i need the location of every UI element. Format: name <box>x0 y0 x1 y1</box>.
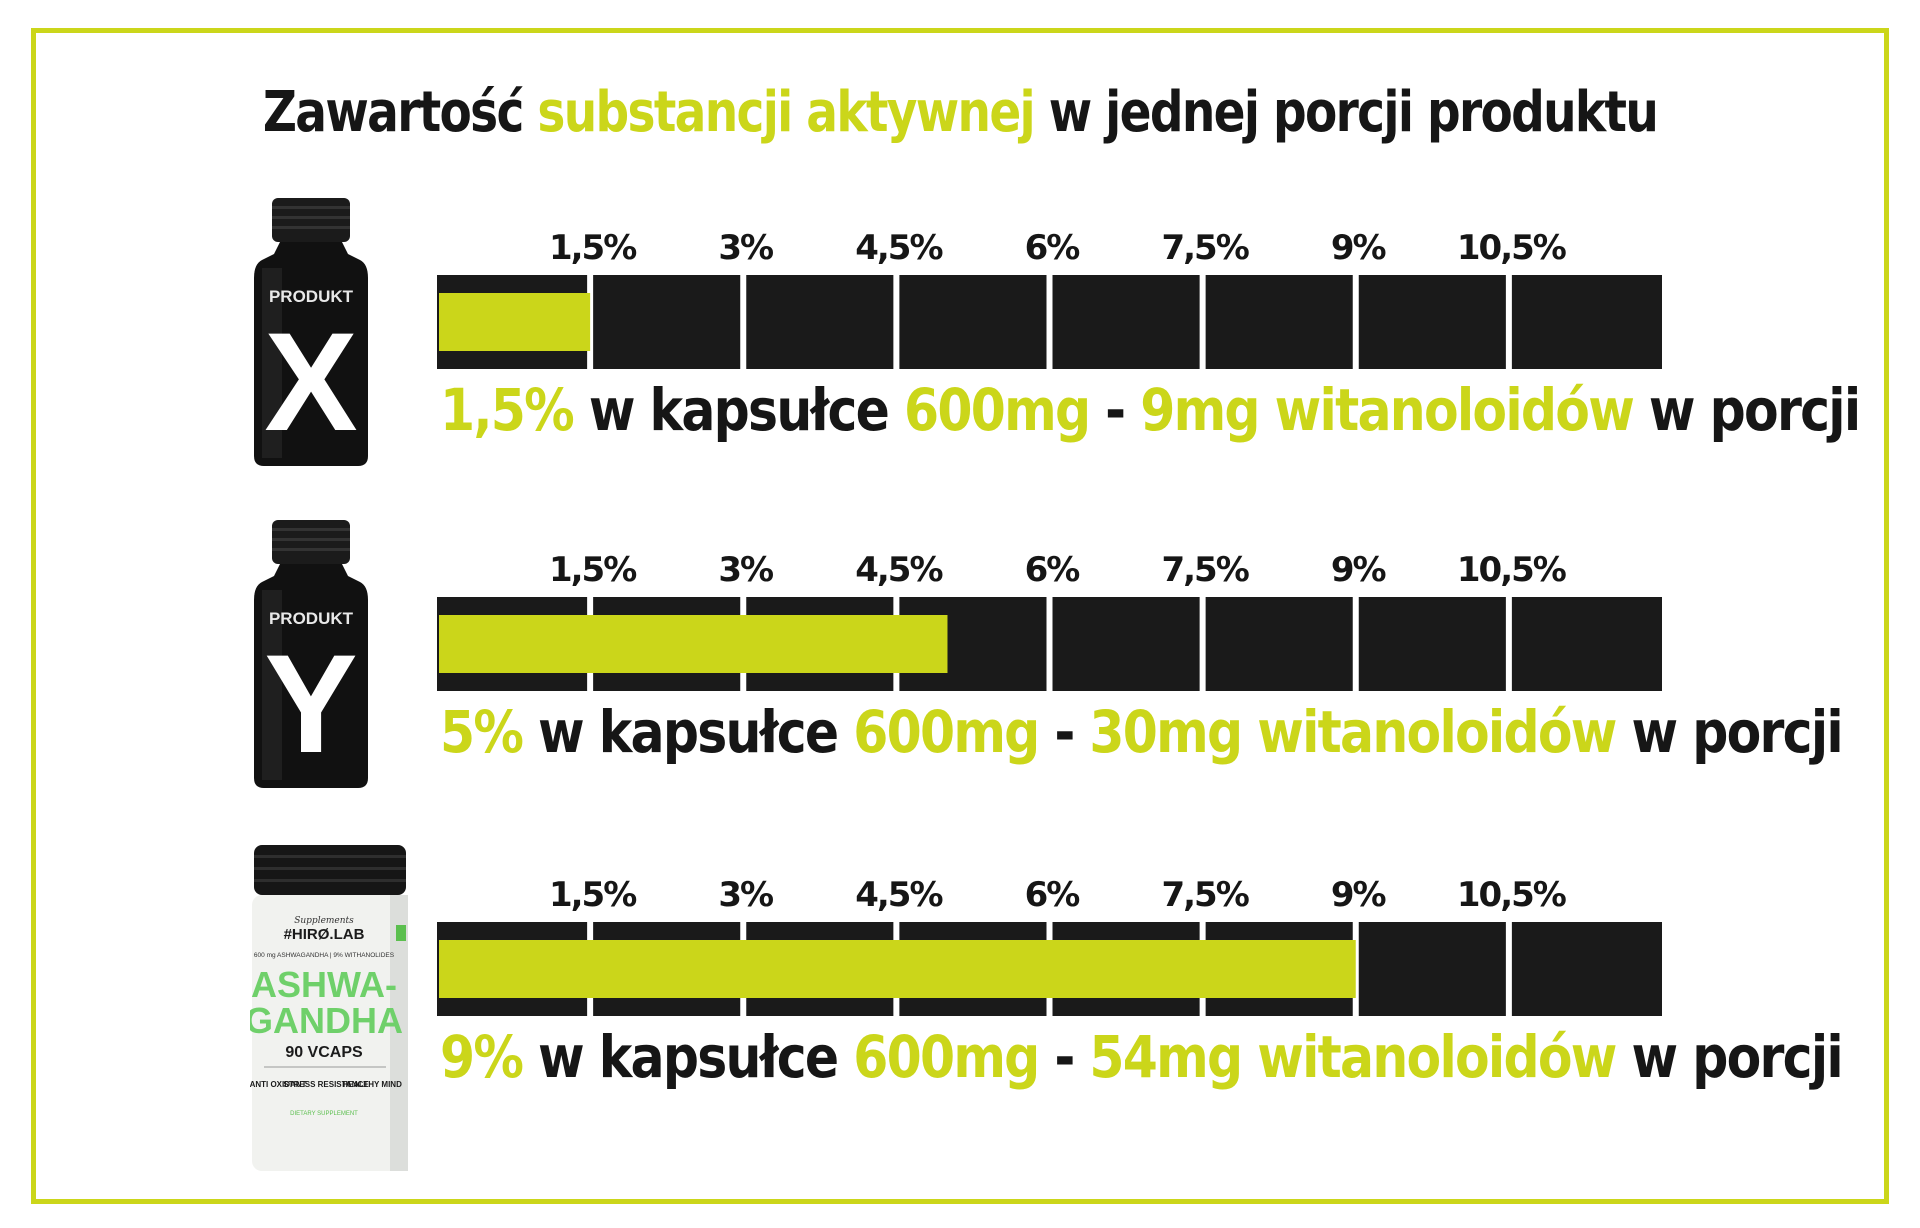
tick-label: 6% <box>1024 228 1081 268</box>
tick-label: 1,5% <box>548 228 637 268</box>
bottle-ashwagandha-image: Supplements #HIRØ.LAB 600 mg ASHWAGANDHA… <box>250 845 408 1171</box>
caption-percent: 1,5% <box>440 376 575 444</box>
tick-label: 1,5% <box>548 875 637 915</box>
bottle-sub: 600 mg ASHWAGANDHA | 9% WITHANOLIDES <box>254 952 395 959</box>
bottle-footer: DIETARY SUPPLEMENT <box>290 1111 358 1117</box>
tick-label: 4,5% <box>855 228 943 268</box>
bar-divider <box>1505 275 1512 369</box>
caption-ashwagandha: 9% w kapsułce 600mg - 54mg witanoloidów … <box>440 1023 1844 1091</box>
tick-label: 9% <box>1330 228 1387 268</box>
title-part-1: Zawartość <box>262 80 525 145</box>
product-row-ashwagandha: Supplements #HIRØ.LAB 600 mg ASHWAGANDHA… <box>0 845 1920 1171</box>
bottle-y-letter: Y <box>264 625 357 782</box>
bar-divider <box>893 275 900 369</box>
product-row-y: PRODUKT Y 1,5% 3% 4,5% 6% 7,5% 9% 10,5% 5% w k… <box>0 520 1920 810</box>
bar-chart-x <box>437 275 1662 369</box>
title-part-3: w jednej porcji produktu <box>1048 80 1659 145</box>
bottle-x-image: PRODUKT X <box>254 198 368 466</box>
bottle-name-2: GANDHA <box>250 1000 403 1041</box>
tick-label: 10,5% <box>1456 228 1567 268</box>
caption-mass: 600mg <box>853 1023 1040 1091</box>
bottle-brand: #HIRØ.LAB <box>284 926 365 943</box>
bar-value-fill-overlay <box>439 615 948 673</box>
caption-dash: - <box>1054 1023 1075 1091</box>
bar-chart-y <box>437 597 1662 691</box>
caption-amount: 54mg witanoloidów <box>1089 1023 1617 1091</box>
caption-mass: 600mg <box>903 376 1091 444</box>
bar-divider <box>1505 922 1512 1016</box>
bar-divider <box>1199 597 1206 691</box>
tick-label: 3% <box>718 875 774 915</box>
tick-label: 3% <box>718 228 774 268</box>
bar-chart-ashwagandha <box>437 922 1662 1016</box>
tick-label: 10,5% <box>1456 875 1567 915</box>
bottle-y-label: PRODUKT <box>269 609 354 628</box>
bottle-x-label: PRODUKT <box>269 287 354 306</box>
tick-label: 7,5% <box>1161 875 1249 915</box>
caption-percent: 9% <box>440 1023 524 1091</box>
caption-amount: 9mg witanoloidów <box>1140 376 1635 444</box>
bar-divider <box>1505 597 1512 691</box>
caption-mass: 600mg <box>853 698 1040 766</box>
bottle-tag-1: ANTI OXIDANT <box>250 1080 307 1089</box>
caption-amount: 30mg witanoloidów <box>1089 698 1617 766</box>
caption-dash: - <box>1054 698 1075 766</box>
caption-text-2: w porcji <box>1631 1023 1844 1091</box>
bar-divider <box>740 275 747 369</box>
caption-dash: - <box>1105 376 1126 444</box>
bottle-tag-2: STRESS RESISTANCE <box>283 1080 369 1089</box>
caption-x: 1,5% w kapsułce 600mg - 9mg witanoloidów… <box>440 376 1861 444</box>
caption-y: 5% w kapsułce 600mg - 30mg witanoloidów … <box>440 698 1844 766</box>
bottle-y-image: PRODUKT Y <box>254 520 368 788</box>
tick-label: 3% <box>718 550 774 590</box>
bottle-name-1: ASHWA- <box>251 964 397 1005</box>
caption-text-2: w porcji <box>1648 376 1861 444</box>
bar-divider <box>1199 275 1206 369</box>
tick-label: 4,5% <box>855 875 943 915</box>
chart-title: Zawartość substancji aktywnej w jednej p… <box>154 80 1767 145</box>
tick-label: 9% <box>1330 550 1387 590</box>
bottle-tag-3: HEALTHY MIND <box>342 1080 402 1089</box>
bar-divider <box>1046 275 1053 369</box>
tick-label: 10,5% <box>1456 550 1567 590</box>
bar-value-fill-overlay <box>439 940 1356 998</box>
title-part-2-highlight: substancji aktywnej <box>537 80 1035 145</box>
tick-label: 7,5% <box>1161 228 1249 268</box>
bottle-count: 90 VCAPS <box>285 1044 363 1061</box>
caption-text-1: w kapsułce <box>538 698 839 766</box>
caption-percent: 5% <box>440 698 524 766</box>
tick-label: 7,5% <box>1161 550 1249 590</box>
bar-value-fill-overlay <box>439 293 591 351</box>
bar-divider <box>1352 275 1359 369</box>
tick-label: 1,5% <box>548 550 637 590</box>
bottle-x-letter: X <box>264 303 357 460</box>
bottle-brand-small: Supplements <box>294 916 354 926</box>
tick-label: 9% <box>1330 875 1387 915</box>
product-row-x: PRODUKT X 1,5% 3% 4,5% 6% 7,5% 9% 10,5% 1,5% w… <box>0 198 1920 488</box>
tick-label: 6% <box>1024 550 1081 590</box>
caption-text-1: w kapsułce <box>588 376 890 444</box>
tick-label: 4,5% <box>855 550 943 590</box>
caption-text-2: w porcji <box>1631 698 1844 766</box>
bar-divider <box>1046 597 1053 691</box>
caption-text-1: w kapsułce <box>538 1023 839 1091</box>
outer-frame <box>31 28 1889 1204</box>
bar-divider <box>1352 597 1359 691</box>
tick-label: 6% <box>1024 875 1081 915</box>
